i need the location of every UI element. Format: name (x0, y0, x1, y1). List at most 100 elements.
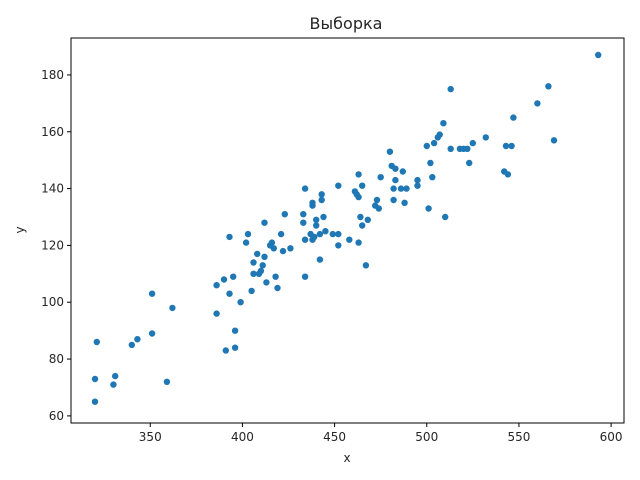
data-point (335, 242, 342, 249)
data-point (148, 290, 156, 297)
data-point (231, 327, 239, 334)
x-tick-label: 600 (600, 430, 623, 444)
data-point (359, 182, 366, 189)
data-point (399, 168, 406, 175)
data-point (91, 398, 99, 405)
data-point (91, 375, 99, 383)
x-tick-label: 550 (507, 430, 530, 444)
y-tick-label: 160 (41, 125, 64, 139)
x-tick-label: 400 (231, 430, 254, 444)
data-point (359, 222, 366, 229)
data-point (355, 239, 362, 246)
data-point (447, 145, 454, 152)
data-point (425, 205, 432, 212)
data-point (226, 290, 233, 297)
data-point (329, 230, 336, 238)
data-point (392, 176, 399, 184)
y-tick-label: 60 (49, 409, 64, 423)
data-point (545, 83, 552, 90)
data-point (316, 230, 324, 238)
data-point (248, 287, 255, 295)
chart-title: Выборка (310, 14, 383, 33)
data-point (469, 139, 476, 147)
data-point (300, 219, 307, 226)
data-point (311, 233, 318, 241)
data-point (274, 284, 281, 292)
data-point (257, 267, 265, 275)
data-point (377, 174, 384, 181)
data-point (220, 276, 228, 283)
data-point (534, 100, 541, 107)
data-point (442, 213, 449, 221)
data-point (414, 182, 421, 189)
data-point (447, 85, 454, 93)
data-point (440, 120, 447, 127)
data-point (309, 202, 316, 209)
data-point (466, 159, 473, 167)
x-axis-label: x (343, 451, 350, 465)
data-point (287, 245, 294, 252)
data-point (313, 222, 320, 229)
data-point (346, 236, 353, 243)
data-point (128, 341, 135, 349)
x-tick-label: 350 (139, 430, 162, 444)
data-point (355, 193, 362, 201)
data-point (436, 131, 443, 138)
data-point (502, 142, 510, 150)
data-point (134, 336, 141, 343)
data-point (277, 230, 285, 238)
data-point (301, 185, 309, 192)
data-point (390, 196, 397, 204)
data-point (268, 239, 276, 246)
data-point (261, 219, 268, 226)
data-point (301, 236, 309, 243)
data-point (335, 182, 342, 189)
data-point (148, 330, 156, 337)
data-point (386, 148, 394, 155)
data-point (300, 211, 307, 218)
data-point (595, 51, 602, 59)
y-tick-label: 180 (41, 68, 64, 82)
data-point (390, 185, 397, 192)
data-point (230, 273, 237, 280)
y-tick-label: 80 (49, 352, 64, 366)
data-point (427, 159, 434, 167)
data-point (373, 196, 381, 204)
data-point (163, 378, 171, 385)
data-point (250, 259, 257, 266)
data-point (254, 250, 261, 258)
data-point (242, 239, 250, 246)
data-point (430, 139, 438, 147)
data-point (510, 114, 517, 121)
data-point (313, 216, 320, 223)
data-point (322, 228, 329, 235)
data-point (261, 253, 268, 260)
data-point (222, 347, 229, 354)
data-point (504, 171, 512, 178)
data-point (244, 230, 252, 238)
data-point (320, 213, 327, 221)
data-point (550, 137, 558, 144)
data-point (93, 338, 101, 346)
data-point (270, 245, 277, 252)
data-point (110, 381, 117, 388)
ticks-layer: 350 400 450 500 550 600 60 80 100 120 140 160 180 (41, 68, 622, 444)
y-tick-label: 100 (41, 295, 64, 309)
data-point (259, 262, 266, 269)
data-point (375, 205, 382, 212)
data-point (318, 191, 325, 198)
data-point (301, 273, 309, 280)
data-point (250, 270, 257, 277)
y-tick-label: 140 (41, 182, 64, 196)
data-point (362, 262, 370, 269)
data-point (318, 196, 325, 204)
y-tick-label: 120 (41, 238, 64, 252)
data-point (237, 299, 244, 306)
data-point (357, 213, 364, 221)
y-axis-label: y (13, 226, 27, 233)
data-point (263, 279, 270, 286)
data-point (423, 142, 430, 150)
data-point (429, 174, 436, 181)
